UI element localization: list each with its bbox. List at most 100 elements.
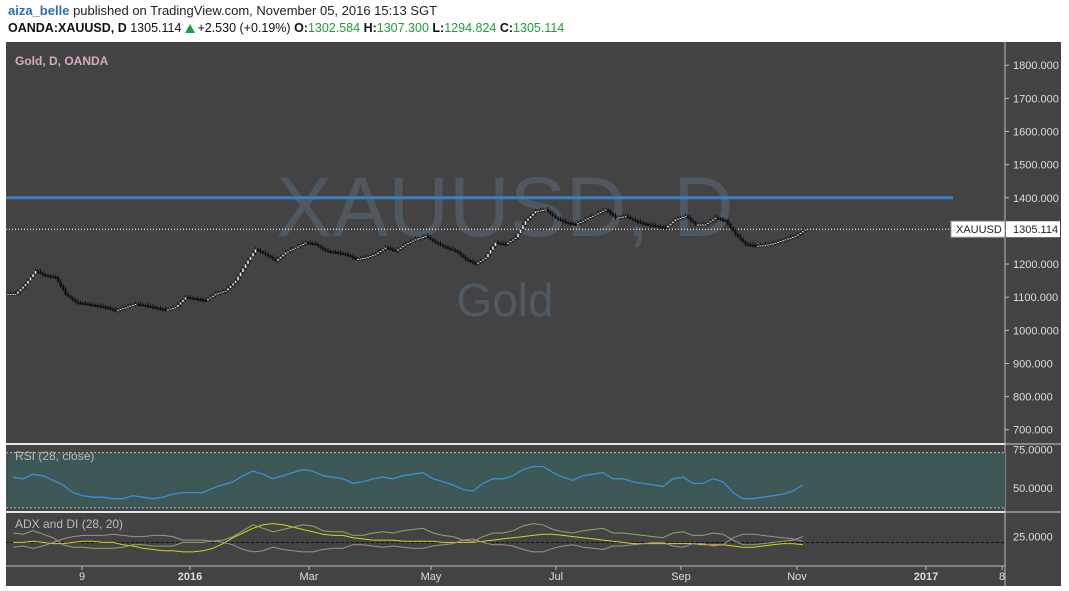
candle-down	[644, 223, 647, 226]
candle-up	[404, 243, 407, 247]
candle-up	[514, 237, 517, 240]
candle-down	[436, 242, 440, 245]
adx-panel[interactable]	[6, 513, 1005, 566]
candle-down	[659, 226, 662, 229]
candle-down	[559, 218, 562, 221]
candle-up	[369, 255, 372, 258]
candle-down	[154, 307, 157, 309]
candle-down	[339, 252, 342, 255]
chart-area[interactable]: XAUUSD, D Gold Gold, D, OANDA 1800.000 1700.…	[0, 40, 1069, 591]
di-minus-line[interactable]	[12, 533, 804, 553]
candle-down	[434, 240, 437, 243]
candle-down	[336, 252, 340, 255]
candle-up	[171, 307, 175, 310]
candle-up	[299, 244, 302, 247]
low-value: 1294.824	[444, 21, 497, 35]
candle-up	[699, 224, 702, 226]
candle-up	[231, 282, 235, 286]
candle-up	[759, 245, 762, 248]
candle-down	[156, 307, 160, 310]
candle-up	[294, 247, 297, 250]
low-label: L:	[432, 21, 445, 35]
candle-down	[551, 213, 555, 216]
candle-down	[454, 249, 457, 252]
candle-up	[124, 306, 127, 309]
candle-up	[211, 295, 215, 298]
close-value: 1305.114	[513, 21, 565, 35]
candle-up	[226, 287, 230, 291]
candle-up	[29, 277, 32, 281]
price-tick-label: 1800.000	[1013, 60, 1059, 72]
candle-up	[251, 252, 255, 257]
candle-down	[719, 218, 722, 221]
candle-down	[664, 226, 667, 229]
candle-up	[11, 293, 15, 296]
candle-down	[306, 242, 310, 245]
author-link[interactable]: aiza_belle	[8, 3, 70, 18]
candle-down	[164, 309, 167, 311]
di-plus-line[interactable]	[12, 523, 804, 549]
candle-up	[236, 276, 240, 281]
symbol-tag-label: XAUUSD	[956, 224, 1002, 236]
candle-up	[399, 247, 402, 250]
candle-up	[359, 258, 362, 260]
time-tick-label: 2016	[178, 571, 202, 583]
candle-down	[326, 250, 330, 253]
watermark-symbol: XAUUSD, D	[276, 160, 733, 254]
candle-up	[764, 244, 767, 247]
price-tick-label: 900.000	[1013, 358, 1053, 370]
candle-up	[589, 216, 592, 219]
candle-up	[541, 209, 545, 212]
candle-up	[526, 218, 530, 222]
candle-up	[371, 254, 375, 257]
candle-up	[6, 293, 10, 296]
candle-up	[624, 215, 627, 218]
price-tick-label: 1400.000	[1013, 193, 1059, 205]
candle-down	[629, 217, 632, 219]
rsi-line[interactable]	[12, 465, 804, 500]
candle-up	[416, 238, 420, 241]
candle-up	[276, 258, 280, 261]
candle-down	[334, 251, 337, 254]
candle-up	[26, 280, 30, 285]
candle-up	[121, 307, 125, 310]
candle-down	[69, 295, 72, 299]
candle-down	[746, 243, 750, 246]
candle-up	[179, 301, 182, 305]
candle-down	[646, 224, 650, 226]
price-tick-label: 1600.000	[1013, 126, 1059, 138]
candle-down	[456, 250, 460, 254]
candle-down	[191, 297, 195, 300]
candle-down	[656, 225, 660, 228]
candle-down	[504, 243, 507, 246]
candle-down	[54, 276, 57, 279]
candle-down	[41, 272, 45, 275]
time-tick-label: 8	[999, 571, 1005, 583]
candle-down	[109, 307, 112, 310]
candle-down	[464, 256, 467, 260]
candle-down	[611, 213, 615, 216]
candle-up	[34, 270, 37, 275]
candle-down	[626, 215, 630, 218]
candle-down	[426, 235, 430, 238]
candle-up	[209, 296, 212, 300]
time-tick-label: Mar	[300, 571, 319, 583]
last-price-tag	[1006, 221, 1060, 238]
candle-up	[214, 293, 217, 296]
last-price: 1305.114	[130, 21, 182, 35]
candle-up	[374, 253, 377, 256]
candle-up	[364, 257, 367, 260]
candle-down	[204, 299, 207, 302]
candle-down	[271, 257, 275, 260]
candle-up	[519, 229, 522, 234]
candle-up	[476, 262, 480, 265]
candle-up	[421, 236, 425, 239]
candle-up	[596, 212, 600, 215]
candle-up	[681, 216, 685, 219]
adx-line[interactable]	[13, 523, 804, 553]
candle-up	[536, 210, 540, 213]
time-tick-label: May	[421, 571, 442, 583]
candle-up	[621, 216, 625, 219]
candle-up	[224, 290, 227, 293]
candle-up	[254, 248, 257, 254]
